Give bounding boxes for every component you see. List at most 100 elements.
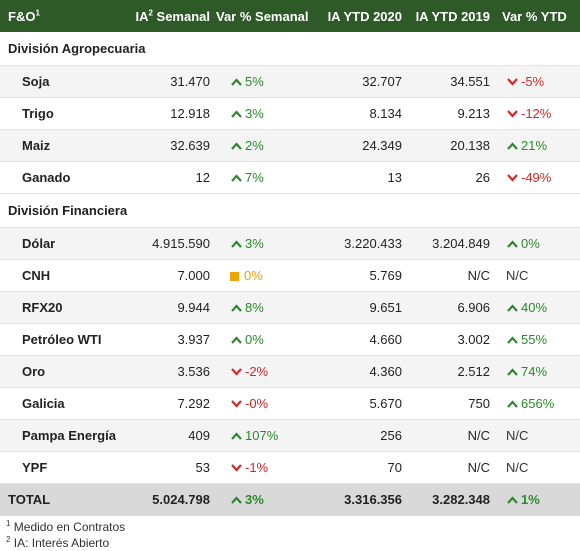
instrument-name: Dólar (0, 227, 124, 260)
ia-semanal-value: 12.918 (124, 97, 216, 130)
ytd-2019-value: 26 (408, 161, 496, 194)
section-title: División Agropecuaria (0, 32, 580, 66)
chevron-up-icon (230, 428, 242, 443)
var-ytd-cell: -5% (496, 65, 580, 98)
change-value: 2% (245, 138, 264, 153)
chevron-up-icon (230, 332, 242, 347)
change-value: N/C (506, 268, 529, 283)
var-ytd-cell: 21% (496, 129, 580, 162)
chevron-up-icon (230, 492, 242, 507)
ia-semanal-value: 53 (124, 451, 216, 484)
chevron-up-icon (506, 364, 518, 379)
section-title: División Financiera (0, 193, 580, 228)
chevron-up-icon (230, 74, 242, 89)
ia-semanal-value: 32.639 (124, 129, 216, 162)
ytd-2019-value: 9.213 (408, 97, 496, 130)
ytd-2020-value: 24.349 (314, 129, 408, 162)
ytd-2020-value: 32.707 (314, 65, 408, 98)
change-value: 8% (245, 300, 264, 315)
ytd-2020-value: 9.651 (314, 291, 408, 324)
footnote-2: 2 IA: Interés Abierto (6, 534, 110, 550)
header-ia-semanal: IA2 Semanal (135, 8, 210, 24)
ytd-2020-value: 3.316.356 (344, 492, 402, 508)
table-row: Soja 31.470 5% 32.707 34.551 -5% (0, 65, 580, 98)
table-row: CNH 7.000 0% 5.769 N/C N/C (0, 259, 580, 292)
chevron-up-icon (506, 332, 518, 347)
chevron-up-icon (506, 396, 518, 411)
ytd-2019-value: 3.204.849 (408, 227, 496, 260)
change-value: N/C (506, 460, 529, 475)
change-value: 656% (521, 396, 555, 411)
table-row: Dólar 4.915.590 3% 3.220.433 3.204.849 0% (0, 227, 580, 260)
change-value: 5% (245, 74, 264, 89)
var-semanal-cell: 3% (216, 484, 314, 516)
chevron-down-icon (230, 460, 242, 475)
instrument-name: Maiz (0, 129, 124, 162)
var-ytd-cell: N/C (496, 259, 580, 292)
var-semanal-cell: 0% (216, 323, 314, 356)
change-value: N/C (506, 428, 529, 443)
ytd-2019-value: 2.512 (408, 355, 496, 388)
table-row: Maiz 32.639 2% 24.349 20.138 21% (0, 129, 580, 162)
ytd-2019-value: N/C (408, 259, 496, 292)
var-semanal-cell: -0% (216, 387, 314, 420)
var-semanal-cell: 107% (216, 419, 314, 452)
change-value: 7% (245, 170, 264, 185)
change-value: 0% (521, 236, 540, 251)
ia-semanal-value: 3.937 (124, 323, 216, 356)
ia-semanal-value: 7.000 (124, 259, 216, 292)
header-ytd-2020: IA YTD 2020 (327, 8, 402, 24)
chevron-up-icon (506, 236, 518, 251)
var-ytd-cell: N/C (496, 451, 580, 484)
var-semanal-cell: 5% (216, 65, 314, 98)
change-value: 1% (521, 492, 540, 508)
ytd-2020-value: 4.360 (314, 355, 408, 388)
change-value: 3% (245, 492, 264, 508)
ytd-2019-value: 34.551 (408, 65, 496, 98)
ia-semanal-value: 12 (124, 161, 216, 194)
instrument-name: Pampa Energía (0, 419, 124, 452)
ytd-2019-value: 750 (408, 387, 496, 420)
header-var-semanal: Var % Semanal (216, 8, 309, 24)
ia-semanal-value: 9.944 (124, 291, 216, 324)
var-ytd-cell: N/C (496, 419, 580, 452)
ytd-2019-value: 3.282.348 (432, 492, 490, 508)
chevron-up-icon (506, 138, 518, 153)
chevron-down-icon (230, 364, 242, 379)
instrument-name: Soja (0, 65, 124, 98)
chevron-down-icon (230, 396, 242, 411)
chevron-up-icon (230, 236, 242, 251)
ytd-2020-value: 8.134 (314, 97, 408, 130)
ia-semanal-value: 409 (124, 419, 216, 452)
chevron-up-icon (230, 138, 242, 153)
table-row: YPF 53 -1% 70 N/C N/C (0, 451, 580, 484)
chevron-up-icon (230, 106, 242, 121)
chevron-up-icon (506, 492, 518, 507)
chevron-down-icon (506, 74, 518, 89)
change-value: 55% (521, 332, 548, 347)
var-ytd-cell: 40% (496, 291, 580, 324)
footnote-1: 1 Medido en Contratos (6, 518, 126, 534)
total-row: TOTAL 5.024.798 3% 3.316.356 3.282.348 1% (0, 483, 580, 516)
ytd-2020-value: 4.660 (314, 323, 408, 356)
var-ytd-cell: 74% (496, 355, 580, 388)
instrument-name: Galicia (0, 387, 124, 420)
var-semanal-cell: 3% (216, 97, 314, 130)
instrument-name: Petróleo WTI (0, 323, 124, 356)
table-row: Pampa Energía 409 107% 256 N/C N/C (0, 419, 580, 452)
ytd-2019-value: N/C (408, 451, 496, 484)
var-ytd-cell: -12% (496, 97, 580, 130)
table-row: Ganado 12 7% 13 26 -49% (0, 161, 580, 194)
var-ytd-cell: 55% (496, 323, 580, 356)
header-row: F&O1 IA2 Semanal Var % Semanal IA YTD 20… (0, 0, 580, 32)
table-row: Galicia 7.292 -0% 5.670 750 656% (0, 387, 580, 420)
change-value: 21% (521, 138, 548, 153)
var-semanal-cell: 8% (216, 291, 314, 324)
ia-semanal-value: 4.915.590 (124, 227, 216, 260)
var-semanal-cell: 3% (216, 227, 314, 260)
ytd-2019-value: 6.906 (408, 291, 496, 324)
section-header: División Financiera (0, 193, 580, 228)
ytd-2020-value: 3.220.433 (314, 227, 408, 260)
open-interest-table: F&O1 IA2 Semanal Var % Semanal IA YTD 20… (0, 0, 580, 516)
instrument-name: YPF (0, 451, 124, 484)
